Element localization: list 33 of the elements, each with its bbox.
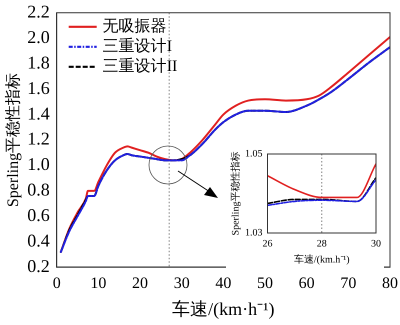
x-tick-label: 20 [132, 275, 148, 292]
line-series [268, 163, 376, 198]
x-tick-label: 26 [262, 238, 272, 250]
y-tick-label: 1.6 [27, 78, 50, 98]
x-tick-label: 10 [90, 275, 106, 292]
y-tick-label: 1.03 [245, 228, 262, 239]
x-tick-label: 80 [382, 275, 398, 292]
y-tick-label: 1.0 [27, 154, 50, 174]
y-tick-label: 1.2 [27, 128, 50, 149]
x-axis-title: 车速/(km.h⁻¹) [294, 254, 350, 266]
y-tick-label: 0.8 [27, 180, 50, 200]
y-tick-label: 2.0 [27, 26, 50, 47]
y-tick-label: 0.4 [27, 230, 50, 250]
y-tick-label: 0.6 [27, 205, 50, 226]
y-tick-label: 0.2 [27, 256, 50, 276]
x-axis-title: 车速/(km·h⁻¹) [172, 298, 275, 319]
y-tick-label: 1.8 [27, 52, 50, 72]
x-tick-label: 70 [340, 275, 356, 292]
y-tick-label: 1.05 [245, 148, 262, 160]
x-tick-label: 30 [371, 238, 381, 250]
x-tick-label: 30 [174, 275, 190, 292]
x-tick-label: 50 [257, 275, 274, 292]
x-tick-label: 28 [316, 238, 327, 250]
y-axis-title: Sperling平稳性指标 [4, 72, 22, 208]
y-tick-label: 2.2 [27, 2, 50, 22]
x-tick-label: 60 [298, 275, 315, 292]
legend-label: 无吸振器 [102, 18, 167, 36]
y-axis-title: Sperling平稳性指标 [230, 152, 242, 236]
x-tick-label: 40 [215, 275, 232, 292]
legend-label: 三重设计I [102, 37, 172, 56]
y-tick-label: 1.4 [27, 103, 50, 124]
legend-label: 三重设计II [102, 57, 178, 76]
x-tick-label: 0 [52, 275, 61, 292]
